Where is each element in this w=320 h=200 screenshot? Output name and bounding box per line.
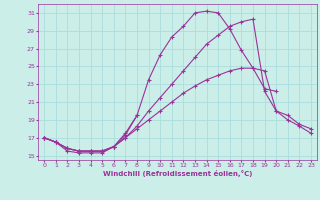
X-axis label: Windchill (Refroidissement éolien,°C): Windchill (Refroidissement éolien,°C)	[103, 170, 252, 177]
